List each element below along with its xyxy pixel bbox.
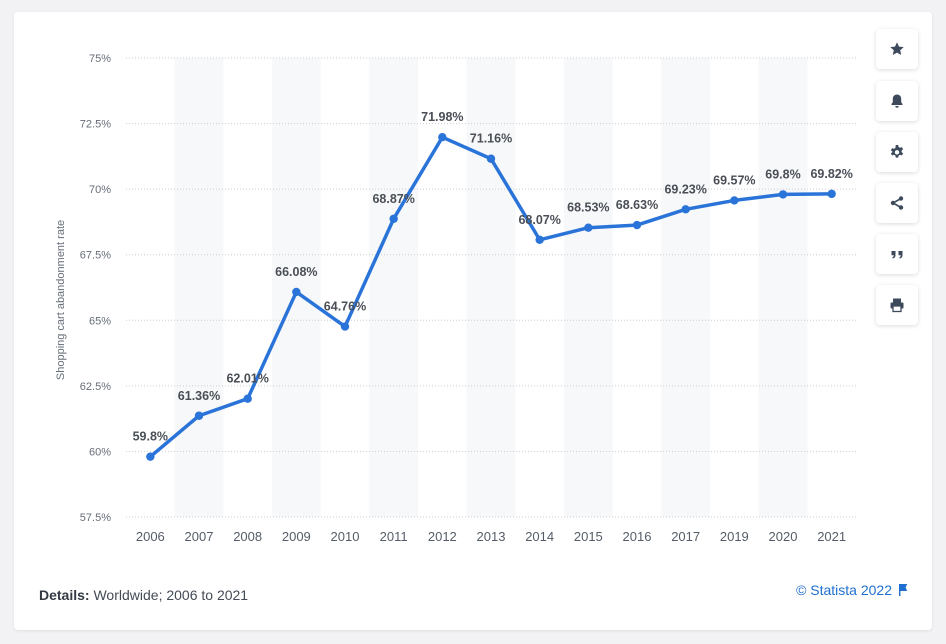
x-tick-label: 2006 <box>136 529 165 544</box>
details-label: Details: <box>39 587 90 603</box>
data-label: 68.63% <box>616 198 658 212</box>
data-label: 61.36% <box>178 389 220 403</box>
column-band <box>661 58 710 517</box>
flag-icon <box>899 584 908 596</box>
data-label: 71.16% <box>470 132 512 146</box>
print-button[interactable] <box>876 285 918 325</box>
x-tick-label: 2016 <box>623 529 652 544</box>
x-axis-ticks: 2006 2007 2008 2009 2010 2011 2012 2013 2014 2015… <box>136 529 846 544</box>
x-tick-label: 2014 <box>525 529 554 544</box>
data-point <box>292 287 301 297</box>
data-label: 69.8% <box>765 167 800 181</box>
data-label: 62.01% <box>226 372 268 386</box>
details-text: Worldwide; 2006 to 2021 <box>93 587 249 603</box>
y-tick-label: 57.5% <box>80 512 111 524</box>
data-point <box>438 133 447 142</box>
data-label: 68.87% <box>372 192 414 206</box>
y-axis-label: Shopping cart abandonment rate <box>55 220 67 380</box>
data-point <box>730 196 739 205</box>
bell-icon <box>891 94 903 108</box>
data-label: 69.23% <box>664 182 706 196</box>
data-label: 66.08% <box>275 265 317 279</box>
column-band <box>758 58 808 517</box>
notification-button[interactable] <box>876 81 918 121</box>
y-axis-ticks: 75% 72.5% 70% 67.5% 65% 62.5% 60% 57.5% <box>80 53 111 524</box>
y-tick-label: 67.5% <box>80 250 111 262</box>
data-label: 71.98% <box>421 110 463 124</box>
data-point <box>194 411 204 420</box>
y-tick-label: 65% <box>89 315 111 327</box>
data-point <box>146 452 155 461</box>
data-point <box>486 154 496 163</box>
x-tick-label: 2011 <box>380 529 408 544</box>
data-label: 64.76% <box>324 300 366 314</box>
data-point <box>584 223 593 232</box>
data-point <box>243 394 252 403</box>
alternating-bands <box>174 58 808 517</box>
print-icon <box>890 298 904 313</box>
gear-icon <box>890 145 904 158</box>
column-band <box>564 58 613 517</box>
statista-credit-link[interactable]: © Statista 2022 <box>796 582 908 598</box>
data-point <box>389 214 398 223</box>
data-point <box>778 190 788 199</box>
data-label: 68.07% <box>518 213 560 227</box>
credit-text: © Statista 2022 <box>796 582 892 598</box>
y-tick-label: 72.5% <box>80 119 111 131</box>
share-button[interactable] <box>876 183 918 223</box>
x-tick-label: 2017 <box>671 529 700 544</box>
y-tick-label: 70% <box>89 184 111 196</box>
data-label: 69.57% <box>713 173 755 187</box>
data-point <box>340 322 350 331</box>
x-tick-label: 2008 <box>233 529 262 544</box>
x-tick-label: 2019 <box>720 529 749 544</box>
details-note: Details: Worldwide; 2006 to 2021 <box>39 587 248 603</box>
y-tick-label: 75% <box>89 53 111 65</box>
data-point <box>535 235 544 244</box>
cite-button[interactable] <box>876 234 918 274</box>
x-tick-label: 2012 <box>428 529 457 544</box>
y-tick-label: 60% <box>89 446 111 458</box>
data-point <box>827 189 836 199</box>
data-points <box>146 133 836 461</box>
data-label: 68.53% <box>567 201 609 215</box>
x-tick-label: 2021 <box>817 529 846 544</box>
x-tick-label: 2010 <box>331 529 360 544</box>
data-point <box>681 205 690 214</box>
settings-button[interactable] <box>876 132 918 172</box>
data-labels: 59.8% 61.36% 62.01% 66.08% 64.76% 68.87% 71.98… <box>133 110 853 443</box>
data-label: 69.82% <box>810 167 852 181</box>
star-icon <box>890 42 904 55</box>
chart-card: 75% 72.5% 70% 67.5% 65% 62.5% 60% 57.5% 2006 200… <box>14 12 932 630</box>
column-band <box>369 58 418 517</box>
x-tick-label: 2009 <box>282 529 311 544</box>
column-band <box>174 58 224 517</box>
column-band <box>272 58 321 517</box>
x-tick-label: 2020 <box>769 529 798 544</box>
line-chart: 75%72.5%70%67.5%65%62.5%60%57.5% 2006 200… <box>55 53 856 544</box>
quote-icon <box>891 251 903 259</box>
x-tick-label: 2013 <box>477 529 506 544</box>
data-point <box>632 220 642 230</box>
favorite-button[interactable] <box>876 29 918 69</box>
column-band <box>466 58 516 517</box>
share-icon <box>890 196 904 210</box>
x-tick-label: 2015 <box>574 529 603 544</box>
data-label: 59.8% <box>133 430 168 444</box>
y-tick-label: 62.5% <box>80 381 111 393</box>
x-tick-label: 2007 <box>185 529 214 544</box>
